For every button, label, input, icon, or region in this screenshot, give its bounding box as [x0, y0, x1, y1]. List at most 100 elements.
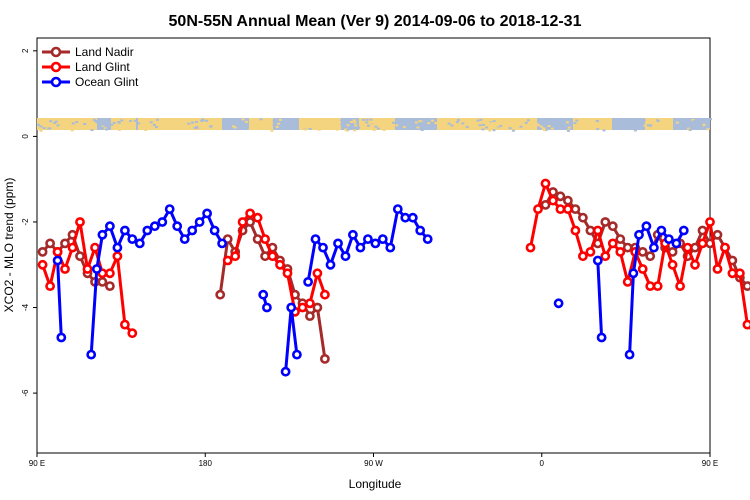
- point-ocean-glint: [105, 221, 115, 232]
- mask-speckle: [127, 118, 130, 121]
- mask-speckle: [332, 122, 336, 125]
- point-land-nadir: [570, 204, 581, 214]
- point-land-glint: [533, 204, 543, 214]
- mask-speckle: [573, 122, 577, 125]
- point-land-glint: [735, 268, 745, 279]
- mask-speckle: [155, 126, 158, 129]
- point-ocean-glint: [97, 229, 108, 240]
- mask-speckle: [90, 129, 94, 132]
- mask-speckle: [248, 127, 252, 130]
- point-ocean-glint: [286, 302, 297, 313]
- mask-speckle: [53, 121, 57, 124]
- mask-speckle: [120, 122, 124, 125]
- mask-speckle: [75, 121, 79, 124]
- y-tick-label: 2: [21, 48, 30, 53]
- point-land-glint: [127, 328, 138, 339]
- mask-speckle: [545, 119, 549, 122]
- mask-speckle: [193, 126, 197, 129]
- mask-speckle: [656, 120, 660, 122]
- mask-speckle: [376, 127, 380, 130]
- mask-speckle: [481, 128, 485, 131]
- mask-speckle: [103, 127, 107, 130]
- mask-speckle: [365, 121, 369, 124]
- mask-speckle: [434, 122, 438, 125]
- mask-speckle: [205, 119, 209, 122]
- mask-speckle: [262, 124, 266, 127]
- mask-speckle: [625, 120, 629, 123]
- mask-speckle: [687, 127, 691, 130]
- mask-speckle: [431, 119, 434, 122]
- mask-speckle: [137, 122, 141, 125]
- mask-speckle: [353, 121, 357, 124]
- ocean-span: [673, 118, 710, 130]
- mask-speckle: [149, 121, 153, 124]
- point-ocean-glint: [258, 289, 269, 300]
- mask-speckle: [71, 122, 75, 125]
- point-land-glint: [312, 268, 323, 279]
- mask-speckle: [340, 123, 344, 126]
- mask-speckle: [382, 128, 386, 131]
- x-tick-label: 180: [199, 459, 213, 468]
- point-land-glint: [112, 251, 123, 262]
- mask-speckle: [640, 121, 644, 124]
- mask-speckle: [596, 128, 600, 131]
- point-land-glint: [297, 302, 308, 313]
- mask-speckle: [335, 128, 339, 131]
- mask-speckle: [275, 125, 279, 128]
- mask-speckle: [519, 125, 523, 128]
- point-ocean-glint: [217, 238, 227, 249]
- mask-speckle: [298, 120, 302, 123]
- point-ocean-glint: [664, 234, 674, 244]
- mask-speckle: [241, 118, 245, 121]
- mask-speckle: [272, 124, 276, 127]
- mask-speckle: [699, 121, 702, 124]
- mask-speckle: [47, 127, 51, 130]
- mask-speckle: [101, 125, 105, 128]
- point-land-glint: [615, 246, 626, 257]
- mask-speckle: [83, 123, 87, 125]
- mask-speckle: [420, 121, 424, 124]
- mask-speckle: [118, 123, 122, 126]
- mask-speckle: [124, 121, 128, 124]
- point-land-nadir: [45, 238, 55, 249]
- mask-speckle: [244, 120, 248, 123]
- mask-speckle: [348, 119, 352, 122]
- point-ocean-glint: [202, 208, 212, 219]
- point-ocean-glint: [52, 255, 63, 266]
- mask-speckle: [209, 125, 213, 128]
- mask-speckle: [380, 123, 384, 125]
- point-land-nadir: [215, 289, 226, 300]
- y-axis: 2 0 -2 -4 -6: [21, 48, 37, 397]
- mask-speckle: [479, 118, 483, 121]
- point-land-glint: [304, 298, 315, 309]
- mask-speckle: [524, 125, 528, 128]
- mask-speckle: [700, 123, 704, 126]
- point-ocean-glint: [355, 242, 366, 253]
- point-land-glint: [67, 242, 78, 253]
- point-land-glint: [282, 268, 293, 279]
- mask-speckle: [110, 123, 114, 126]
- mask-speckle: [683, 123, 687, 126]
- mask-speckle: [198, 126, 202, 129]
- x-tick-label: 0: [540, 459, 545, 468]
- mask-speckle: [105, 128, 109, 131]
- mask-speckle: [372, 128, 376, 131]
- mask-speckle: [353, 129, 357, 132]
- point-land-glint: [222, 255, 233, 266]
- mask-speckle: [346, 124, 350, 127]
- point-land-glint: [592, 225, 603, 236]
- mask-speckle: [189, 124, 193, 127]
- point-ocean-glint: [86, 349, 97, 360]
- x-tick-label: 90 E: [702, 459, 718, 468]
- point-ocean-glint: [385, 242, 396, 253]
- point-land-nadir: [319, 353, 330, 364]
- point-ocean-glint: [671, 238, 682, 249]
- mask-speckle: [54, 120, 58, 123]
- mask-speckle: [447, 122, 451, 125]
- mask-speckle: [540, 125, 543, 128]
- mask-speckle: [664, 118, 667, 121]
- mask-speckle: [117, 128, 121, 131]
- point-ocean-glint: [318, 242, 328, 253]
- mask-speckle: [511, 129, 515, 132]
- point-ocean-glint: [347, 229, 358, 240]
